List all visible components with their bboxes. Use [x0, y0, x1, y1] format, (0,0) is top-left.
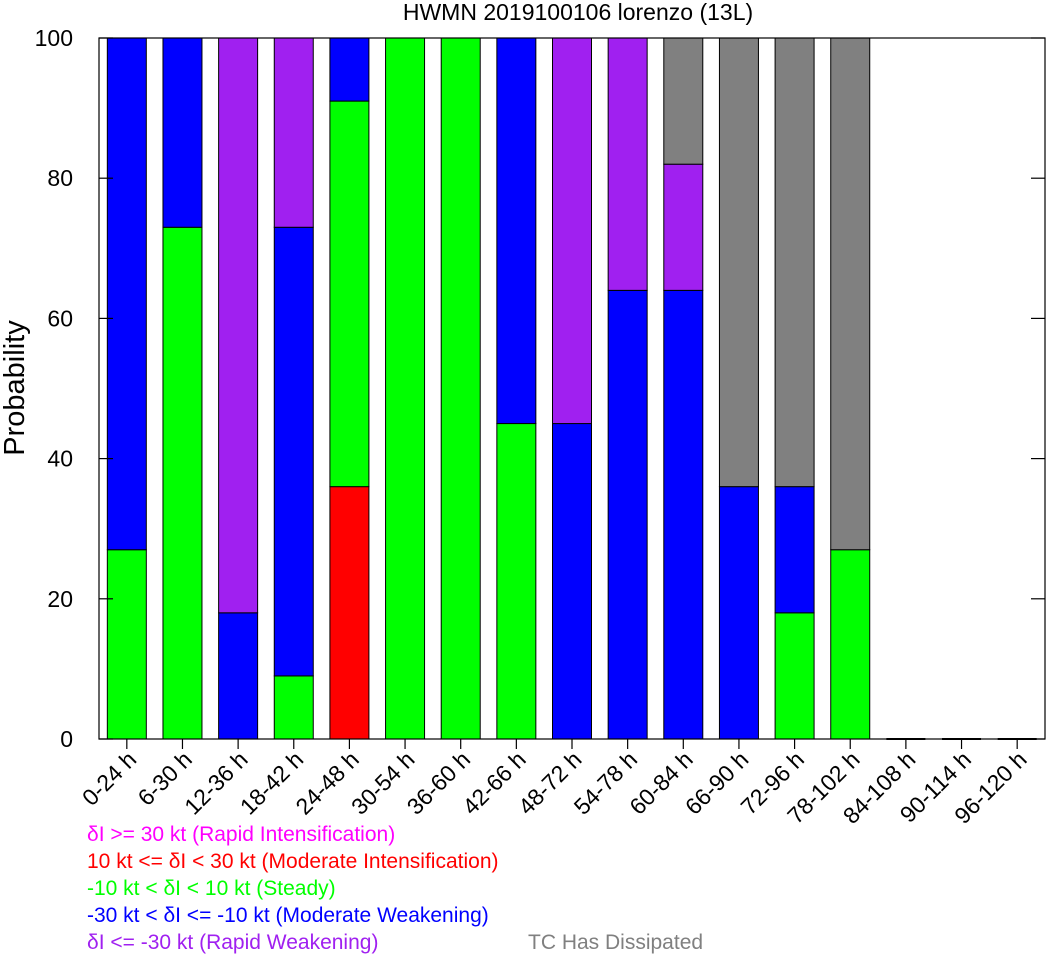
y-tick-label-100: 100 — [35, 25, 73, 51]
bars-layer — [106, 37, 1037, 740]
bar-segment-12-36h-series-4 — [218, 37, 259, 614]
y-tick-label-40: 40 — [47, 446, 73, 472]
bar-segment-36-60h-series-2 — [440, 37, 481, 740]
y-tick-label-60: 60 — [47, 305, 73, 331]
bar-segment-60-84h-series-3 — [663, 289, 704, 740]
chart-title: HWMN 2019100106 lorenzo (13L) — [403, 0, 753, 25]
bar-segment-12-36h-series-3 — [218, 612, 259, 740]
x-tick-label-0-24h: 0-24 h — [77, 746, 142, 811]
y-tick-label-0: 0 — [60, 726, 73, 752]
bar-segment-18-42h-series-4 — [273, 37, 314, 228]
bar-segment-72-96h-series-5 — [774, 37, 815, 488]
bar-segment-42-66h-series-2 — [496, 423, 537, 740]
bar-segment-78-102h-series-5 — [830, 37, 871, 551]
bar-segment-6-30h-series-3 — [162, 37, 203, 228]
bar-segment-72-96h-series-3 — [774, 486, 815, 614]
bar-segment-42-66h-series-3 — [496, 37, 537, 425]
bar-segment-6-30h-series-2 — [162, 226, 203, 740]
legend-item-2: -10 kt < δI < 10 kt (Steady) — [87, 877, 336, 900]
bar-segment-18-42h-series-2 — [273, 675, 314, 740]
bar-segment-48-72h-series-4 — [552, 37, 592, 425]
bar-segment-24-48h-series-3 — [329, 37, 370, 102]
bar-segment-24-48h-series-2 — [329, 100, 370, 488]
bar-segment-24-48h-series-1 — [329, 486, 370, 740]
y-axis-ticks: 0 20 40 60 80 100 — [35, 25, 1045, 752]
bar-segment-60-84h-series-4 — [663, 163, 704, 291]
legend: δI >= 30 kt (Rapid Intensification) 10 kt… — [87, 823, 703, 954]
y-axis-label: Probability — [0, 320, 31, 456]
bar-segment-78-102h-series-2 — [830, 549, 871, 740]
legend-item-3: -30 kt < δI <= -10 kt (Moderate Weakenin… — [87, 904, 489, 927]
x-axis-ticks: 0-24 h6-30 h12-36 h18-42 h24-48 h30-54 h… — [77, 739, 1032, 829]
y-tick-label-20: 20 — [47, 586, 73, 612]
bar-segment-54-78h-series-3 — [607, 289, 648, 740]
bar-segment-54-78h-series-4 — [607, 37, 648, 291]
bar-segment-18-42h-series-3 — [273, 226, 314, 677]
bar-segment-0-24h-series-2 — [106, 549, 147, 740]
bar-segment-66-90h-series-5 — [718, 37, 759, 488]
legend-item-0: δI >= 30 kt (Rapid Intensification) — [87, 823, 395, 846]
legend-item-5: TC Has Dissipated — [528, 931, 703, 954]
y-tick-label-80: 80 — [47, 165, 73, 191]
legend-item-4: δI <= -30 kt (Rapid Weakening) — [87, 931, 378, 954]
legend-item-1: 10 kt <= δI < 30 kt (Moderate Intensific… — [87, 850, 499, 873]
bar-segment-30-54h-series-2 — [385, 37, 426, 740]
bar-segment-48-72h-series-3 — [552, 423, 592, 740]
bar-segment-72-96h-series-2 — [774, 612, 815, 740]
bar-segment-60-84h-series-5 — [663, 37, 704, 165]
bar-segment-66-90h-series-3 — [718, 486, 759, 740]
bar-segment-0-24h-series-3 — [106, 37, 147, 551]
